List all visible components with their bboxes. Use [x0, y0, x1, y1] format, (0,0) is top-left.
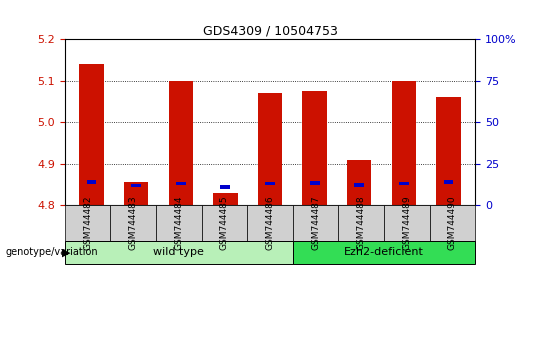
Text: GSM744488: GSM744488: [357, 196, 366, 250]
Text: GSM744486: GSM744486: [266, 196, 274, 250]
Text: GSM744485: GSM744485: [220, 196, 229, 250]
Bar: [347, 160, 372, 205]
Text: wild type: wild type: [153, 247, 204, 257]
Text: GSM744484: GSM744484: [174, 196, 183, 250]
Text: GDS4309 / 10504753: GDS4309 / 10504753: [202, 25, 338, 38]
Text: Ezh2-deficient: Ezh2-deficient: [344, 247, 424, 257]
Bar: [213, 193, 238, 205]
Text: GSM744483: GSM744483: [129, 196, 138, 250]
Bar: [354, 183, 364, 187]
Text: ▶: ▶: [62, 247, 71, 257]
Bar: [399, 182, 409, 185]
Bar: [258, 93, 282, 205]
Bar: [124, 182, 149, 205]
Bar: [265, 182, 275, 185]
Bar: [392, 81, 416, 205]
Bar: [310, 181, 320, 184]
Bar: [176, 182, 186, 185]
Text: GSM744482: GSM744482: [83, 196, 92, 250]
Bar: [79, 64, 104, 205]
Bar: [86, 180, 97, 184]
Bar: [220, 185, 230, 189]
Text: GSM744490: GSM744490: [448, 196, 457, 250]
Bar: [302, 91, 327, 205]
Bar: [443, 180, 454, 184]
Text: GSM744489: GSM744489: [402, 196, 411, 250]
Bar: [131, 184, 141, 187]
Bar: [436, 97, 461, 205]
Text: GSM744487: GSM744487: [311, 196, 320, 250]
Bar: [168, 81, 193, 205]
Text: genotype/variation: genotype/variation: [5, 247, 98, 257]
